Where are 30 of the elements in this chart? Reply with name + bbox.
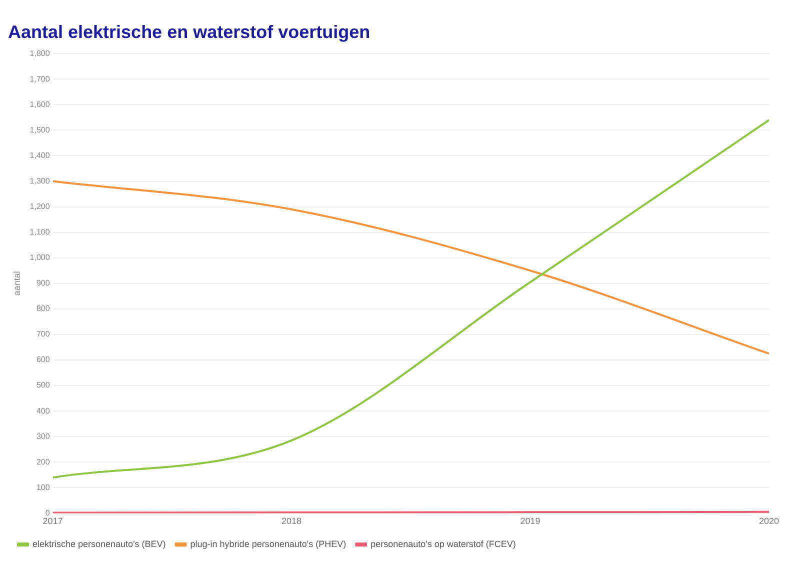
x-tick-label: 2020: [758, 516, 780, 526]
y-tick-label: 300: [36, 432, 50, 441]
chart-title: Aantal elektrische en waterstof voertuigen: [8, 22, 370, 42]
line-series: [52, 180, 769, 355]
y-tick-label: 1,200: [30, 202, 50, 212]
line-series: [52, 118, 769, 478]
y-tick-label: 0: [45, 508, 50, 518]
y-tick-label: 1,800: [30, 48, 50, 58]
y-tick-label: 1,300: [30, 176, 50, 186]
y-tick-label: 1,400: [30, 150, 50, 160]
y-tick-label: 500: [36, 380, 50, 390]
y-axis-title: aantal: [12, 271, 22, 296]
legend-label: personenauto's op waterstof (FCEV): [370, 538, 516, 549]
y-tick-label: 1,600: [30, 100, 50, 109]
y-tick-label: 100: [36, 482, 50, 492]
y-tick-label: 600: [36, 355, 50, 364]
y-tick-label: 700: [36, 330, 50, 339]
x-tick-label: 2019: [520, 516, 540, 526]
y-tick-label: 400: [36, 406, 50, 416]
y-tick-label: 1,700: [30, 74, 50, 84]
y-tick-label: 1,500: [30, 125, 50, 134]
y-tick-label: 900: [36, 278, 50, 288]
y-tick-label: 1,100: [30, 228, 50, 237]
x-tick-label: 2017: [42, 516, 63, 526]
x-tick-label: 2018: [282, 516, 302, 526]
y-tick-label: 800: [36, 304, 50, 314]
legend-label: plug-in hybride personenauto's (PHEV): [190, 538, 346, 549]
y-tick-label: 1,000: [30, 253, 50, 262]
legend-label: elektrische personenauto's (BEV): [32, 538, 166, 549]
y-tick-label: 200: [36, 457, 50, 466]
